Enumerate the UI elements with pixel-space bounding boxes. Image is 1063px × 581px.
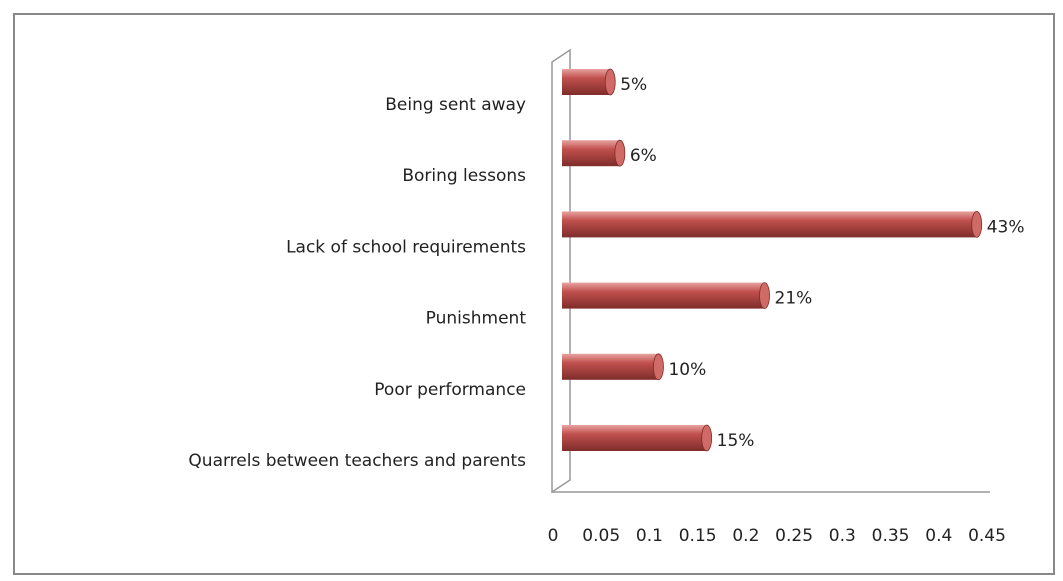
bar-body: [562, 69, 611, 95]
bar-body: [562, 425, 707, 451]
bar-cap: [653, 353, 664, 381]
bar-cap: [759, 282, 770, 310]
bar-cap: [701, 424, 713, 452]
y-tick-label: Being sent away: [385, 95, 526, 115]
bar-body: [562, 282, 765, 309]
x-tick-label: 0.4: [925, 526, 952, 546]
x-tick-label: 0.1: [636, 526, 663, 546]
x-tick-label: 0.3: [829, 526, 856, 546]
bar: [562, 68, 616, 96]
frame: [13, 13, 1055, 575]
data-label: 15%: [717, 431, 755, 451]
data-label: 10%: [668, 360, 706, 380]
y-tick-label: Lack of school requirements: [286, 237, 526, 257]
bar-cap: [971, 210, 983, 238]
x-tick-label: 0.05: [582, 526, 620, 546]
x-tick-label: 0.45: [968, 526, 1006, 546]
bar-body: [562, 140, 620, 167]
y-tick-label: Quarrels between teachers and parents: [188, 451, 526, 471]
y-tick-label: Punishment: [426, 309, 527, 329]
data-label: 5%: [620, 75, 647, 95]
bar: [562, 424, 713, 452]
bar-body: [562, 211, 977, 238]
data-label: 6%: [630, 146, 657, 166]
x-tick-label: 0.25: [775, 526, 813, 546]
x-tick-label: 0.2: [732, 526, 759, 546]
x-tick-label: 0: [548, 526, 559, 546]
x-tick-label: 0.15: [679, 526, 717, 546]
y-tick-label: Poor performance: [374, 380, 526, 400]
bar: [562, 282, 770, 310]
bar: [562, 139, 626, 167]
bar-body: [562, 353, 659, 380]
data-label: 21%: [775, 289, 813, 309]
data-label: 43%: [987, 217, 1025, 237]
bar-cap: [604, 68, 616, 96]
bar-cap: [614, 139, 626, 167]
bar: [562, 210, 983, 238]
x-tick-label: 0.35: [872, 526, 910, 546]
y-tick-label: Boring lessons: [402, 166, 526, 186]
bar: [562, 353, 664, 381]
